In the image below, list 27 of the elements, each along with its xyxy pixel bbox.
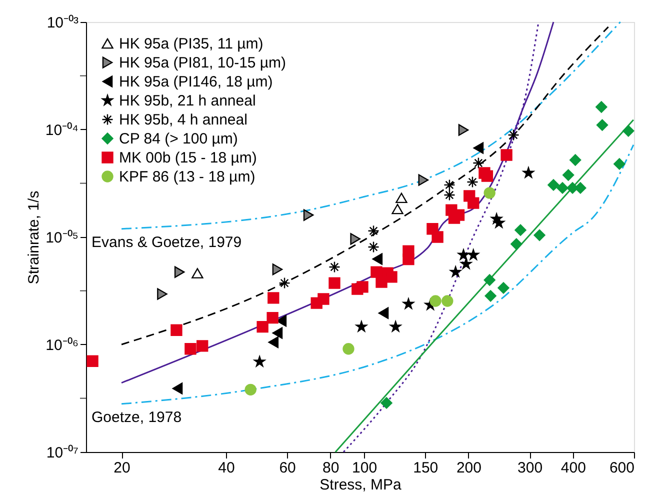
x-tick-label: 60 bbox=[279, 460, 296, 476]
x-axis-title: Stress, MPa bbox=[320, 476, 402, 494]
x-tick-label: 80 bbox=[322, 460, 340, 476]
legend-label: HK 95a (PI81, 10-15 µm) bbox=[119, 54, 286, 72]
legend-label: KPF 86 (13 - 18 µm) bbox=[119, 168, 256, 186]
y-tick-label: 10⁻⁰⁴ bbox=[45, 122, 78, 139]
y-tick-label: 10⁻⁰⁷ bbox=[46, 444, 78, 462]
legend-label: HK 95a (PI35, 11 µm) bbox=[119, 36, 264, 52]
legend-label: MK 00b (15 - 18 µm) bbox=[119, 150, 257, 166]
legend-label: CP 84 (> 100 µm) bbox=[119, 130, 238, 148]
x-tick-label: 100 bbox=[352, 460, 378, 476]
legend-label: HK 95b, 21 h anneal bbox=[119, 92, 256, 110]
y-axis-title: Strainrate, 1/s bbox=[25, 190, 42, 284]
x-tick-label: 300 bbox=[518, 460, 543, 476]
annotation: Evans & Goetze, 1979 bbox=[92, 234, 242, 251]
x-tick-label: 20 bbox=[114, 460, 130, 476]
x-tick-label: 200 bbox=[456, 460, 482, 476]
x-tick-label: 150 bbox=[413, 460, 438, 476]
legend-label: HK 95b, 4 h anneal bbox=[119, 112, 248, 128]
legend-label: HK 95a (PI146, 18 µm) bbox=[119, 74, 273, 90]
y-tick-label: 10⁻⁰⁵ bbox=[46, 230, 78, 246]
x-tick-label: 400 bbox=[560, 460, 586, 476]
y-tick-label: 10⁻⁰⁶ bbox=[46, 337, 78, 354]
y-tick-label: 10⁻⁰³ bbox=[46, 14, 78, 32]
x-tick-label: 600 bbox=[609, 460, 634, 476]
x-tick-label: 40 bbox=[218, 460, 235, 476]
annotation: Goetze, 1978 bbox=[92, 408, 182, 426]
